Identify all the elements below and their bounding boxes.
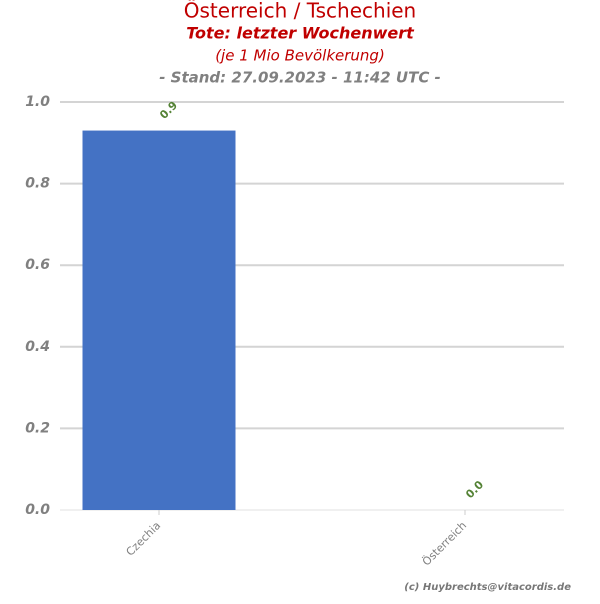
chart-title: Österreich / Tschechien — [184, 0, 416, 23]
y-tick-label: 0.4 — [25, 339, 50, 355]
chart-subtitle: Tote: letzter Wochenwert — [186, 24, 415, 43]
y-tick-label: 1.0 — [25, 94, 50, 110]
y-tick-label: 0.6 — [25, 257, 50, 273]
value-label: 0.0 — [463, 478, 486, 501]
bar — [82, 130, 236, 510]
chart-subtitle: - Stand: 27.09.2023 - 11:42 UTC - — [159, 69, 441, 87]
credit: (c) Huybrechts@vitacordis.de — [404, 582, 571, 593]
y-tick-label: 0.2 — [25, 420, 50, 436]
y-tick-label: 0.8 — [25, 176, 50, 192]
x-tick-label: Österreich — [420, 519, 469, 568]
y-tick-label: 0.0 — [25, 502, 50, 518]
chart-subtitle: (je 1 Mio Bevölkerung) — [215, 47, 385, 65]
x-tick-label: Czechia — [124, 519, 164, 559]
